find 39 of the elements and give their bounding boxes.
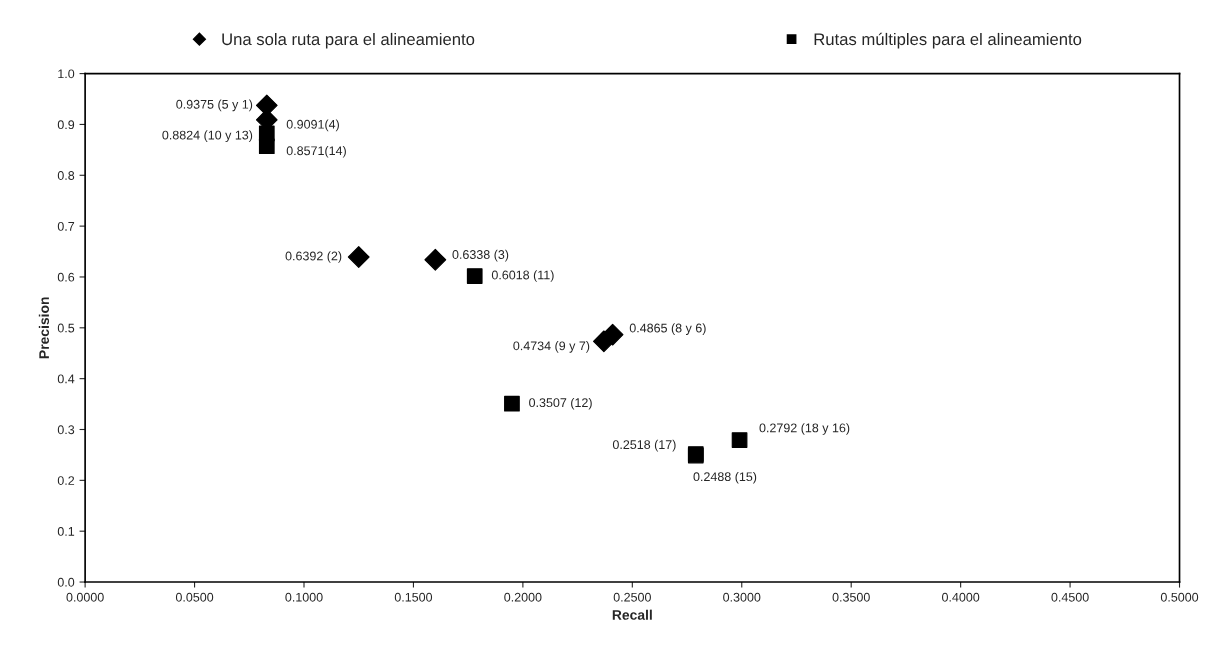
y-tick-label: 0.5 — [57, 323, 75, 333]
annotation: 0.3507 (12) — [529, 397, 592, 410]
x-tick-label: 0.3500 — [832, 592, 870, 602]
y-tick-label: 0.1 — [57, 526, 75, 536]
x-tick-label: 0.4000 — [942, 592, 980, 602]
x-tick-label: 0.0000 — [66, 592, 104, 602]
annotation: 0.2518 (17) — [612, 439, 676, 452]
x-tick-label: 0.1500 — [394, 592, 433, 602]
annotation: 0.2792 (18 y 16) — [759, 423, 850, 435]
annotation: 0.8571(14) — [286, 145, 346, 158]
annotation: 0.6018 (11) — [491, 270, 554, 282]
x-tick-label: 0.2000 — [504, 592, 542, 602]
annotation: 0.2488 (15) — [693, 471, 757, 484]
legend-label: Rutas múltiples para el alineamiento — [814, 32, 1082, 49]
annotation: 0.9375 (5 y 1) — [176, 99, 253, 112]
x-tick-label: 0.2500 — [613, 592, 651, 602]
y-axis-title: Precision — [38, 297, 50, 359]
annotation: 0.6338 (3) — [452, 249, 509, 262]
annotation: 0.4734 (9 y 7) — [513, 341, 590, 353]
x-tick-label: 0.4500 — [1051, 592, 1089, 602]
x-tick-label: 0.5000 — [1160, 592, 1199, 602]
legend-label: Una sola ruta para el alineamiento — [222, 32, 475, 49]
y-tick-label: 0.6 — [57, 272, 75, 282]
x-tick-label: 0.0500 — [175, 592, 214, 602]
x-axis-title: Recall — [612, 609, 652, 620]
annotation: 0.6392 (2) — [285, 251, 342, 263]
x-tick-label: 0.3000 — [723, 592, 761, 602]
annotation: 0.8824 (10 y 13) — [162, 130, 253, 142]
y-tick-label: 0.4 — [57, 374, 75, 384]
y-tick-label: 0.3 — [57, 425, 75, 435]
annotation: 0.4865 (8 y 6) — [629, 323, 706, 335]
y-tick-label: 1.0 — [58, 69, 75, 79]
y-tick-label: 0.7 — [57, 221, 75, 231]
annotation: 0.9091(4) — [286, 119, 339, 132]
y-tick-label: 0.8 — [57, 171, 75, 180]
x-tick-label: 0.1000 — [285, 592, 323, 602]
y-tick-label: 0.2 — [57, 476, 75, 485]
y-tick-label: 0.0 — [57, 577, 75, 587]
y-tick-label: 0.9 — [57, 120, 75, 130]
